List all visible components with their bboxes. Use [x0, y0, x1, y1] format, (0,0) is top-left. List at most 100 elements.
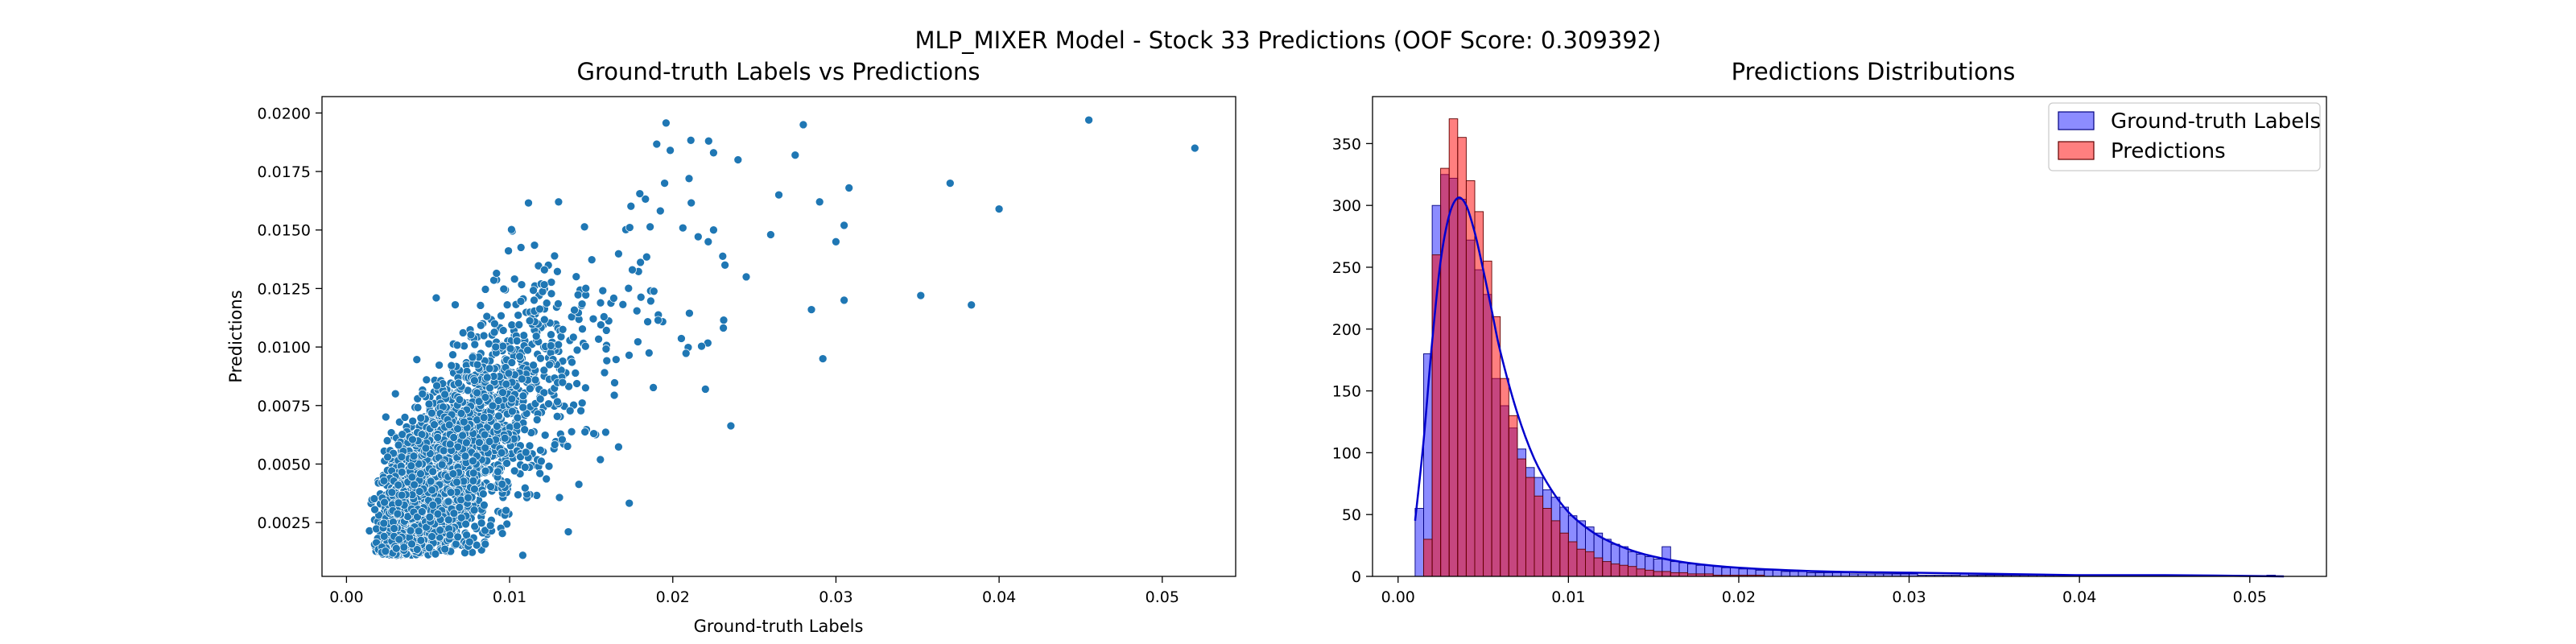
x-tick-label: 0.03 [1892, 588, 1926, 606]
scatter-point [427, 532, 436, 541]
scatter-point [720, 260, 729, 270]
scatter-point [525, 441, 535, 451]
scatter-point [379, 476, 389, 485]
scatter-point [481, 466, 490, 476]
scatter-point [539, 388, 549, 398]
scatter-point [488, 401, 497, 411]
x-tick-label: 0.00 [1381, 588, 1415, 606]
scatter-point [563, 442, 572, 451]
scatter-point [625, 498, 634, 508]
scatter-point [497, 448, 506, 457]
scatter-point [398, 430, 407, 440]
scatter-point [741, 272, 751, 282]
legend-label-pred: Predictions [2111, 139, 2226, 163]
scatter-point [598, 286, 608, 295]
scatter-point [445, 530, 455, 540]
scatter-point [506, 344, 515, 353]
scatter-point [390, 389, 400, 398]
scatter-title: Ground-truth Labels vs Predictions [576, 58, 980, 85]
scatter-point [636, 258, 645, 267]
scatter-point [625, 350, 634, 360]
scatter-point [436, 526, 445, 535]
scatter-point [380, 497, 389, 507]
pred-bar [1525, 477, 1535, 577]
scatter-point [510, 466, 519, 476]
scatter-point [412, 355, 422, 365]
scatter-point [510, 275, 519, 283]
scatter-point [475, 438, 484, 447]
scatter-point [994, 204, 1004, 213]
y-tick-label: 50 [1342, 506, 1361, 524]
scatter-point [677, 334, 686, 343]
scatter-point [481, 393, 490, 402]
scatter-point [498, 388, 507, 397]
scatter-point [456, 513, 466, 522]
scatter-point [542, 474, 551, 484]
scatter-point [518, 391, 528, 401]
scatter-point [517, 280, 526, 289]
scatter-point [520, 483, 530, 493]
pred-bar [1500, 378, 1509, 577]
scatter-point [472, 540, 481, 550]
scatter-point [390, 524, 398, 533]
scatter-point [609, 294, 618, 303]
scatter-point [437, 460, 447, 469]
scatter-point [536, 353, 545, 363]
scatter-point [507, 320, 517, 330]
scatter-point [369, 494, 379, 503]
scatter-point [458, 328, 468, 337]
scatter-point [481, 285, 490, 294]
scatter-point [474, 397, 484, 406]
legend-box [2048, 102, 2321, 171]
truth-bar [1781, 571, 1790, 577]
scatter-point [394, 440, 403, 450]
x-tick-label: 0.04 [982, 588, 1016, 606]
scatter-point [480, 501, 489, 510]
scatter-point [594, 334, 603, 344]
scatter-point [397, 490, 407, 500]
scatter-point [512, 336, 522, 345]
scatter-point [1190, 143, 1199, 153]
scatter-point [431, 293, 441, 303]
truth-bar [1414, 508, 1424, 577]
y-tick-label: 100 [1332, 444, 1361, 462]
scatter-point [393, 509, 402, 518]
scatter-point [459, 417, 469, 427]
truth-bar [1772, 569, 1782, 577]
scatter-point [609, 390, 619, 400]
scatter-point [418, 389, 427, 398]
scatter-point [666, 146, 675, 155]
x-tick-label: 0.01 [1551, 588, 1585, 606]
truth-bar [1840, 572, 1850, 577]
pred-bar [1636, 568, 1646, 577]
truth-bar [1764, 569, 1773, 577]
scatter-point [538, 287, 547, 296]
scatter-point [453, 442, 463, 452]
scatter-point [383, 452, 392, 462]
pred-bar [1585, 551, 1595, 577]
scatter-point [453, 532, 463, 542]
scatter-point [662, 118, 671, 128]
scatter-point [416, 413, 426, 423]
scatter-point [565, 406, 575, 415]
pred-bar [1508, 415, 1518, 577]
scatter-point [462, 438, 471, 448]
scatter-point [394, 498, 403, 508]
y-tick-label: 300 [1332, 197, 1361, 215]
scatter-point [485, 521, 495, 530]
scatter-point [425, 512, 435, 522]
x-tick-label: 0.03 [819, 588, 852, 606]
scatter-point [498, 341, 508, 351]
pred-bar [1653, 571, 1663, 577]
pred-bar [1423, 539, 1433, 577]
scatter-point [502, 519, 512, 529]
scatter-point [461, 519, 470, 529]
scatter-point [733, 155, 743, 164]
scatter-point [600, 368, 609, 378]
scatter-point [636, 292, 646, 302]
scatter-point [589, 429, 598, 438]
y-tick-label: 0 [1352, 568, 1361, 586]
scatter-point [502, 300, 512, 310]
scatter-point [469, 456, 477, 465]
scatter-point [447, 361, 456, 370]
